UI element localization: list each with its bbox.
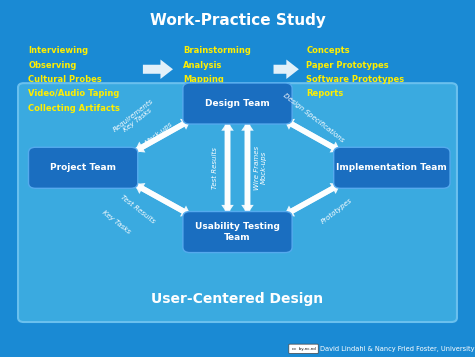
Text: Interviewing: Interviewing [28,46,89,55]
FancyBboxPatch shape [18,83,457,322]
Text: Brainstorming: Brainstorming [183,46,251,55]
Text: Paper Prototypes: Paper Prototypes [306,61,389,70]
Text: Concepts: Concepts [306,46,350,55]
FancyBboxPatch shape [28,147,138,188]
Text: David Lindahl & Nancy Fried Foster, University of Rochester: David Lindahl & Nancy Fried Foster, Univ… [320,346,475,352]
Text: Mapping: Mapping [183,75,224,84]
Text: Requirements
Key Tasks: Requirements Key Tasks [112,97,159,138]
Text: Co-design: Co-design [183,89,230,98]
Text: Wire Frames
Mock-ups: Wire Frames Mock-ups [254,146,267,190]
Text: Design Specifications: Design Specifications [282,92,345,144]
Text: Collecting Artifacts: Collecting Artifacts [28,104,120,112]
Text: Prototypes: Prototypes [321,197,354,225]
Text: Key Tasks: Key Tasks [101,209,132,235]
Text: Design Team: Design Team [205,99,270,108]
Text: Video/Audio Taping: Video/Audio Taping [28,89,120,98]
FancyBboxPatch shape [289,344,318,353]
Text: Analysis: Analysis [183,61,222,70]
Text: Test Results: Test Results [212,147,218,189]
Text: Project Team: Project Team [50,163,116,172]
Text: User-Centered Design: User-Centered Design [152,292,323,306]
Text: Cultural Probes: Cultural Probes [28,75,102,84]
Text: Usability Testing
Team: Usability Testing Team [195,222,280,242]
FancyBboxPatch shape [183,211,292,253]
Text: Test Results: Test Results [119,193,156,224]
Text: Work-Practice Study: Work-Practice Study [150,13,325,28]
Text: Observing: Observing [28,61,77,70]
FancyBboxPatch shape [333,147,450,188]
Text: Reports: Reports [306,89,343,98]
Text: cc  by-nc-nd: cc by-nc-nd [292,347,315,351]
Text: Mock-ups: Mock-ups [144,121,174,146]
Text: Software Prototypes: Software Prototypes [306,75,405,84]
Text: Implementation Team: Implementation Team [336,163,447,172]
FancyBboxPatch shape [183,83,292,124]
